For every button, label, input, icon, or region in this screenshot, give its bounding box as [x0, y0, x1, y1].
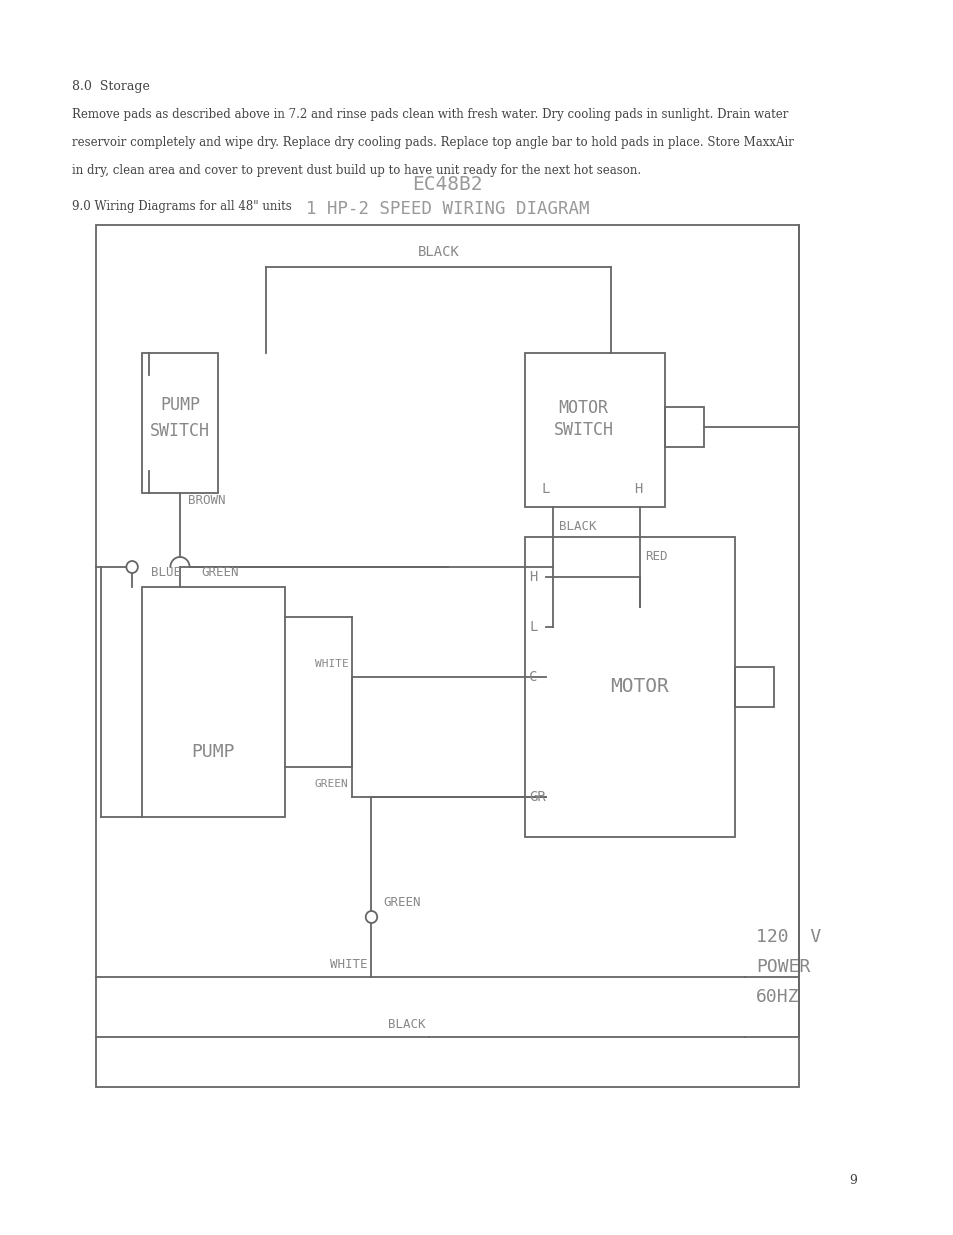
- Text: 9: 9: [848, 1173, 856, 1187]
- Bar: [142, 353, 218, 493]
- Bar: [664, 408, 703, 447]
- Bar: [142, 587, 285, 818]
- Text: WHITE: WHITE: [314, 659, 348, 669]
- Text: 9.0 Wiring Diagrams for all 48" units: 9.0 Wiring Diagrams for all 48" units: [71, 200, 292, 212]
- Text: BLUE: BLUE: [152, 566, 181, 579]
- Text: MOTOR: MOTOR: [558, 399, 608, 417]
- Text: 1 HP-2 SPEED WIRING DIAGRAM: 1 HP-2 SPEED WIRING DIAGRAM: [306, 200, 589, 219]
- Circle shape: [365, 911, 376, 923]
- Text: H: H: [529, 571, 537, 584]
- Text: SWITCH: SWITCH: [553, 421, 613, 438]
- Text: EC48B2: EC48B2: [412, 175, 482, 194]
- Text: 60HZ: 60HZ: [756, 988, 799, 1007]
- Circle shape: [126, 561, 138, 573]
- Text: WHITE: WHITE: [330, 958, 367, 971]
- Text: POWER: POWER: [756, 958, 810, 976]
- Text: GR: GR: [529, 790, 546, 804]
- Text: SWITCH: SWITCH: [150, 422, 210, 440]
- Text: BROWN: BROWN: [188, 494, 225, 506]
- Text: in dry, clean area and cover to prevent dust build up to have unit ready for the: in dry, clean area and cover to prevent …: [71, 164, 640, 177]
- Text: PUMP: PUMP: [160, 396, 200, 414]
- Text: GREEN: GREEN: [314, 779, 348, 789]
- Bar: [95, 225, 799, 1087]
- Text: 8.0  Storage: 8.0 Storage: [71, 80, 150, 93]
- Text: 120  V: 120 V: [756, 927, 821, 946]
- Text: GREEN: GREEN: [382, 897, 420, 909]
- Bar: [524, 537, 735, 837]
- Text: reservoir completely and wipe dry. Replace dry cooling pads. Replace top angle b: reservoir completely and wipe dry. Repla…: [71, 136, 793, 149]
- Text: Remove pads as described above in 7.2 and rinse pads clean with fresh water. Dry: Remove pads as described above in 7.2 an…: [71, 107, 787, 121]
- Bar: [524, 353, 664, 508]
- Text: L: L: [529, 620, 537, 634]
- Text: BLACK: BLACK: [417, 245, 459, 259]
- Text: H: H: [634, 482, 642, 496]
- Text: L: L: [541, 482, 549, 496]
- Text: PUMP: PUMP: [192, 743, 235, 761]
- Text: GREEN: GREEN: [201, 566, 238, 579]
- Bar: [735, 667, 773, 706]
- Text: RED: RED: [644, 551, 667, 563]
- Text: MOTOR: MOTOR: [610, 678, 668, 697]
- Text: BLACK: BLACK: [558, 520, 596, 534]
- Text: C: C: [529, 671, 537, 684]
- Text: BLACK: BLACK: [387, 1018, 425, 1031]
